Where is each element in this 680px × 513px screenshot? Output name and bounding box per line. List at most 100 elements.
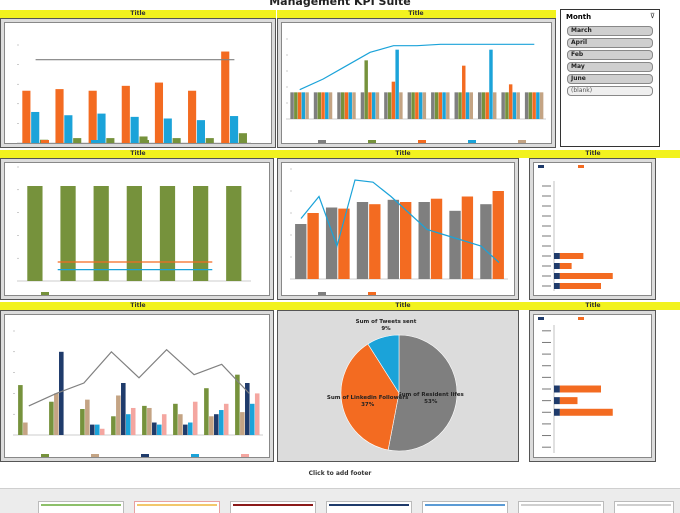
c6-bar: [121, 383, 126, 435]
c6-bar: [80, 409, 85, 435]
c2-bar: [489, 49, 493, 119]
slicer-item-feb[interactable]: Feb: [567, 50, 653, 60]
c6-bar: [94, 424, 100, 435]
c1-bar: [106, 138, 115, 143]
c5-bar: [554, 263, 560, 269]
c2-legend-swatch: [318, 140, 326, 143]
c8-legend-swatch: [538, 317, 544, 320]
c6-legend-swatch: [41, 454, 49, 457]
slide-thumbnail-strip: [0, 488, 680, 513]
c2-bar: [364, 60, 368, 119]
slide-thumbnail[interactable]: [134, 501, 220, 513]
c1-bar: [97, 113, 106, 143]
c8-bar: [554, 397, 560, 405]
c2-bar: [341, 92, 345, 119]
slide-thumbnail[interactable]: [38, 501, 124, 513]
c8-bar: [554, 408, 560, 416]
slide-thumbnail[interactable]: [614, 501, 674, 513]
c6-bar: [111, 416, 116, 435]
chart-panel-1[interactable]: [0, 18, 276, 148]
slide-thumbnail[interactable]: [518, 501, 604, 513]
pie-data-label: Sum of Resident lifes 53%: [398, 392, 465, 405]
c5-bar: [559, 283, 601, 289]
c2-bar: [485, 92, 489, 119]
c1-bar: [205, 138, 214, 143]
c6-bar: [156, 424, 162, 435]
c2-bar: [352, 92, 356, 119]
c6-bar: [209, 416, 214, 435]
c5-bar: [554, 283, 560, 289]
c2-bar: [399, 92, 403, 119]
pie-slice: [367, 334, 400, 395]
footer-placeholder[interactable]: Click to add footer: [308, 470, 372, 477]
chart-panel-8[interactable]: [529, 310, 656, 462]
c5-legend-swatch: [538, 165, 544, 168]
c2-bar: [290, 92, 294, 119]
month-slicer: Month ⊽ March April Feb May June (blank): [560, 9, 660, 147]
c8-bar: [559, 385, 601, 393]
c1-bar: [230, 116, 239, 143]
c4-bar: [307, 213, 319, 279]
c2-bar: [305, 92, 309, 119]
c3-bar: [126, 186, 142, 281]
c4-bar: [356, 202, 369, 279]
c6-bar: [178, 414, 183, 435]
chart-panel-3[interactable]: [0, 158, 274, 300]
c6-bar: [204, 388, 209, 435]
chart-panel-5[interactable]: [529, 158, 656, 300]
chart-panel-2[interactable]: [277, 18, 556, 148]
c3-bar: [60, 186, 76, 281]
c6-bar: [240, 412, 245, 435]
c3-bar: [193, 186, 209, 281]
c6-bar: [254, 393, 260, 435]
c1-bar: [188, 90, 197, 143]
slide-thumbnail[interactable]: [230, 501, 316, 513]
c1-bar: [121, 85, 130, 143]
c2-bar: [321, 92, 325, 119]
c6-bar: [18, 385, 23, 435]
c8-bar: [559, 397, 578, 405]
c2-bar: [395, 49, 399, 119]
c2-bar: [415, 92, 419, 119]
c2-bar: [422, 92, 427, 119]
chart-panel-7[interactable]: Sum of Resident lifes 53% Sum of Linkedin …: [277, 310, 519, 462]
c4-bar: [295, 224, 307, 279]
filter-icon[interactable]: ⊽: [649, 12, 655, 20]
c6-bar: [161, 414, 167, 435]
c2-bar: [477, 92, 482, 119]
c1-legend-swatch: [91, 140, 99, 143]
c1-bar: [221, 51, 230, 143]
slicer-item-blank[interactable]: (blank): [567, 86, 653, 96]
slicer-title: Month: [566, 13, 592, 21]
slicer-item-may[interactable]: May: [567, 62, 653, 72]
c1-bar: [196, 120, 205, 143]
c6-bar: [85, 399, 90, 435]
c4-bar: [400, 202, 412, 279]
c1-bar: [172, 138, 181, 143]
c6-bar: [235, 374, 240, 435]
slicer-item-april[interactable]: April: [567, 38, 653, 48]
c1-bar: [154, 82, 164, 143]
chart-panel-4[interactable]: [277, 158, 519, 300]
c2-bar: [294, 92, 298, 119]
c2-bar: [481, 92, 486, 119]
chart-panel-6[interactable]: [0, 310, 274, 462]
c4-legend-swatch: [368, 292, 376, 295]
slide-thumbnail[interactable]: [326, 501, 412, 513]
c2-bar: [508, 84, 513, 119]
slicer-item-june[interactable]: June: [567, 74, 653, 84]
slide-thumbnail[interactable]: [422, 501, 508, 513]
slicer-item-march[interactable]: March: [567, 26, 653, 36]
c2-bar: [313, 92, 318, 119]
c4-bar: [387, 199, 400, 279]
c6-bar: [54, 393, 59, 435]
c2-bar: [360, 92, 365, 119]
c4-bar: [338, 208, 350, 279]
c4-series-line: [300, 179, 500, 263]
c1-bar: [22, 90, 31, 143]
c1-bar: [130, 116, 139, 143]
c2-bar: [438, 92, 443, 119]
chart-title-1: Title: [130, 10, 146, 17]
chart-title-4: Title: [395, 150, 411, 157]
c8-bar: [559, 408, 613, 416]
